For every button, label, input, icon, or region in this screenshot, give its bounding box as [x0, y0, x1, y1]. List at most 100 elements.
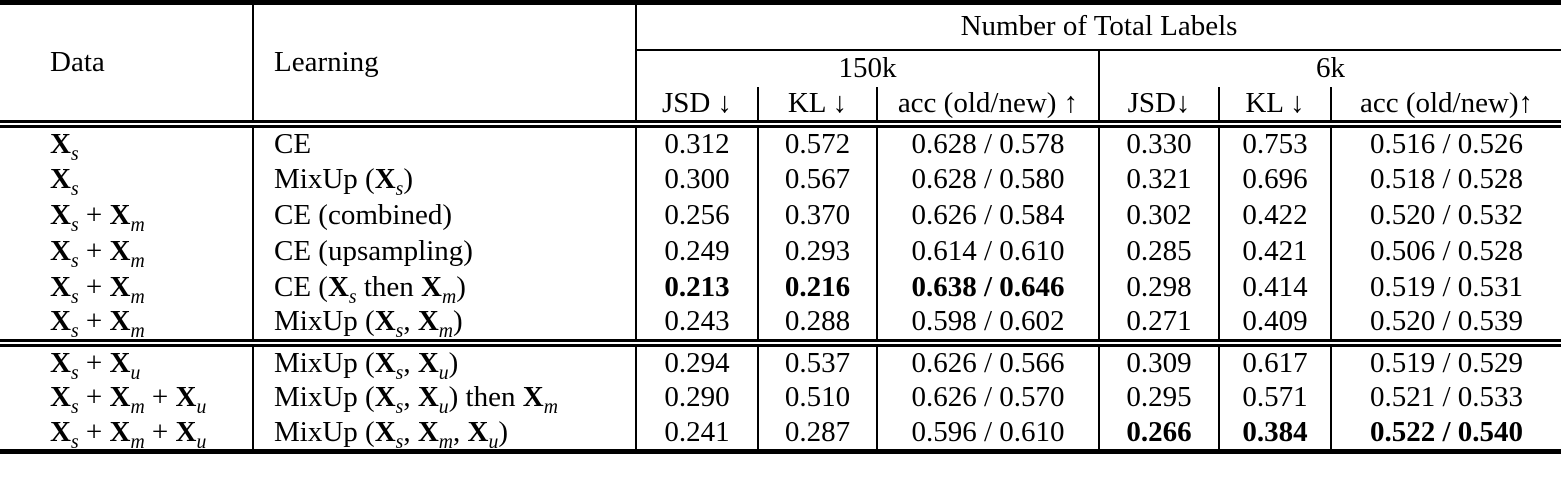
metric-value-cell: 0.285: [1099, 233, 1220, 270]
table-row: Xs MixUp (Xs) 0.300 0.567 0.628 / 0.580 0.321…: [0, 161, 1561, 198]
row-data-cell: Xs: [0, 123, 254, 162]
metric-value-cell: 0.571: [1219, 379, 1332, 416]
metric-value-cell: 0.522 / 0.540: [1369, 415, 1524, 448]
table-row: Xs + Xm CE (combined) 0.256 0.370 0.626 / 0.…: [0, 197, 1561, 234]
metric-value-cell: 0.572: [758, 123, 878, 162]
results-group-unlabeled: Xs + Xu MixUp (Xs, Xu) 0.294 0.537 0.626 / 0…: [0, 342, 1561, 452]
metric-value-cell: 0.295: [1099, 379, 1220, 416]
metric-value-cell: 0.753: [1219, 123, 1332, 162]
metric-value-cell: 0.213: [636, 269, 759, 306]
row-learning-cell: MixUp (Xs, Xu): [253, 342, 637, 380]
metric-value-cell: 0.298: [1099, 269, 1220, 306]
metric-value-cell: 0.567: [758, 161, 878, 198]
table-row: Xs + Xm MixUp (Xs, Xm) 0.243 0.288 0.598 / 0…: [0, 305, 1561, 343]
metric-value-cell: 0.628 / 0.578: [877, 123, 1100, 162]
metric-value-cell: 0.516 / 0.526: [1369, 127, 1524, 160]
metric-value-cell: 0.519 / 0.529: [1369, 346, 1524, 379]
metric-value-cell: 0.421: [1219, 233, 1332, 270]
metric-value-cell: 0.414: [1219, 269, 1332, 306]
metric-value-cell: 0.626 / 0.566: [877, 342, 1100, 380]
metric-value-cell: 0.506 / 0.528: [1369, 234, 1524, 267]
row-data-cell: Xs + Xm + Xu: [0, 415, 254, 452]
metric-value-cell: 0.294: [636, 342, 759, 380]
metric-value-cell: 0.302: [1099, 197, 1220, 234]
table-row: Xs + Xu MixUp (Xs, Xu) 0.294 0.537 0.626 / 0…: [0, 342, 1561, 380]
metric-value-cell: 0.287: [758, 415, 878, 452]
row-learning-cell: MixUp (Xs, Xm, Xu): [253, 415, 637, 452]
metric-value-cell: 0.614 / 0.610: [877, 233, 1100, 270]
row-data-cell: Xs + Xm: [0, 197, 254, 234]
metric-value-cell: 0.309: [1099, 342, 1220, 380]
metric-value-cell: 0.290: [636, 379, 759, 416]
row-data-cell: Xs + Xm: [0, 305, 254, 343]
metric-value-cell: 0.626 / 0.584: [877, 197, 1100, 234]
metric-value-cell: 0.520 / 0.532: [1369, 198, 1524, 231]
metric-value-cell: 0.596 / 0.610: [877, 415, 1100, 452]
table-row: Xs + Xm + Xu MixUp (Xs, Xm, Xu) 0.241 0.287…: [0, 415, 1561, 452]
paper-table-page: Data Learning Number of Total Labels 150…: [0, 0, 1561, 455]
metric-value-cell: 0.300: [636, 161, 759, 198]
metric-value-cell: 0.521 / 0.533: [1369, 381, 1524, 414]
metric-value-cell: 0.537: [758, 342, 878, 380]
metric-value-cell: 0.617: [1219, 342, 1332, 380]
metric-value-cell: 0.638 / 0.646: [877, 269, 1100, 306]
row-learning-cell: CE (Xs then Xm): [253, 269, 637, 306]
col-header-jsd-150k: JSD ↓: [636, 86, 759, 124]
metric-value-cell: 0.216: [758, 269, 878, 306]
metric-value-cell: 0.293: [758, 233, 878, 270]
row-learning-cell: CE (upsampling): [253, 233, 637, 270]
metric-value-cell: 0.598 / 0.602: [877, 305, 1100, 343]
row-learning-cell: MixUp (Xs, Xu) then Xm: [253, 379, 637, 416]
row-learning-cell: CE: [253, 123, 637, 162]
row-data-cell: Xs + Xm: [0, 269, 254, 306]
metric-value-cell: 0.330: [1099, 123, 1220, 162]
metric-value-cell: 0.696: [1219, 161, 1332, 198]
header-row-metrics: JSD ↓ KL ↓ acc (old/new) ↑ JSD↓ KL ↓ acc…: [0, 86, 1561, 124]
col-header-acc-6k: acc (old/new)↑: [1359, 86, 1534, 119]
metric-value-cell: 0.256: [636, 197, 759, 234]
col-header-jsd-6k: JSD↓: [1099, 86, 1220, 124]
row-learning-cell: MixUp (Xs): [253, 161, 637, 198]
metric-value-cell: 0.370: [758, 197, 878, 234]
col-header-kl-6k: KL ↓: [1219, 86, 1332, 124]
header-row-title: Data Learning Number of Total Labels: [0, 2, 1561, 124]
metric-value-cell: 0.249: [636, 233, 759, 270]
metric-value-cell: 0.628 / 0.580: [877, 161, 1100, 198]
table-row: Xs CE 0.312 0.572 0.628 / 0.578 0.330 0.753 0.5…: [0, 123, 1561, 162]
table-header: Data Learning Number of Total Labels 150…: [0, 2, 1561, 124]
metric-value-cell: 0.409: [1219, 305, 1332, 343]
metric-value-cell: 0.422: [1219, 197, 1332, 234]
metric-value-cell: 0.510: [758, 379, 878, 416]
row-data-cell: Xs: [0, 161, 254, 198]
col-header-learning: Learning: [253, 2, 637, 124]
table-row: Xs + Xm CE (upsampling) 0.249 0.293 0.614 / …: [0, 233, 1561, 270]
row-data-cell: Xs + Xm: [0, 233, 254, 270]
metric-value-cell: 0.520 / 0.539: [1369, 305, 1524, 338]
row-data-cell: Xs + Xu: [0, 342, 254, 380]
metric-value-cell: 0.266: [1099, 415, 1220, 452]
metric-value-cell: 0.243: [636, 305, 759, 343]
results-group-supervised: Xs CE 0.312 0.572 0.628 / 0.578 0.330 0.753 0.5…: [0, 123, 1561, 343]
metric-value-cell: 0.312: [636, 123, 759, 162]
metric-value-cell: 0.384: [1219, 415, 1332, 452]
metric-value-cell: 0.241: [636, 415, 759, 452]
metric-value-cell: 0.271: [1099, 305, 1220, 343]
results-table: Data Learning Number of Total Labels 150…: [0, 0, 1561, 455]
header-row-subgroups: 150k 6k: [0, 49, 1561, 87]
row-learning-cell: CE (combined): [253, 197, 637, 234]
col-header-kl-150k: KL ↓: [758, 86, 878, 124]
row-learning-cell: MixUp (Xs, Xm): [253, 305, 637, 343]
col-header-data: Data: [0, 2, 254, 124]
col-header-number-of-total-labels: Number of Total Labels: [636, 2, 1561, 51]
metric-value-cell: 0.321: [1099, 161, 1220, 198]
col-header-150k: 150k: [636, 49, 1100, 87]
metric-value-cell: 0.288: [758, 305, 878, 343]
row-data-cell: Xs + Xm + Xu: [0, 379, 254, 416]
table-row: Xs + Xm CE (Xs then Xm) 0.213 0.216 0.638 / …: [0, 269, 1561, 306]
metric-value-cell: 0.519 / 0.531: [1369, 270, 1524, 303]
table-row: Xs + Xm + Xu MixUp (Xs, Xu) then Xm 0.290 0…: [0, 379, 1561, 416]
metric-value-cell: 0.518 / 0.528: [1369, 162, 1524, 195]
metric-value-cell: 0.626 / 0.570: [877, 379, 1100, 416]
col-header-6k: 6k: [1316, 51, 1345, 84]
col-header-acc-150k: acc (old/new) ↑: [877, 86, 1100, 124]
